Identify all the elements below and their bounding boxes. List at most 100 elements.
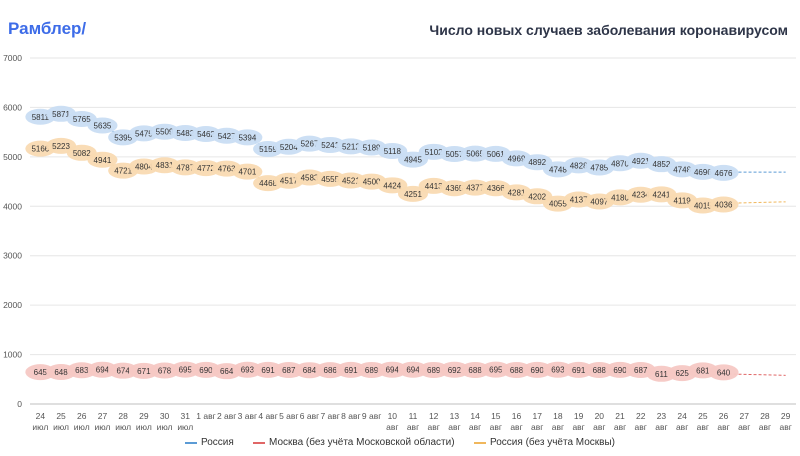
data-label: 5395 [114,133,132,142]
data-label: 5212 [342,142,360,151]
data-label: 693 [241,366,255,375]
x-tick-label: 12 [429,411,439,421]
data-label: 4137 [570,196,588,205]
data-label: 5118 [384,147,402,156]
x-tick-label: июл [95,422,111,432]
legend-swatch-moscow [253,441,265,444]
x-tick-label: авг [448,422,460,432]
x-tick-label: 15 [491,411,501,421]
data-label: 678 [158,366,172,375]
rambler-logo[interactable]: Рамблер/ [8,19,87,38]
data-label: 5427 [218,132,236,141]
data-label: 4180 [611,193,629,202]
data-label: 689 [365,366,379,375]
data-label: 5462 [197,130,215,139]
data-label: 687 [282,366,296,375]
data-label: 4804 [135,163,153,172]
x-tick-label: авг [572,422,584,432]
data-label: 5061 [487,150,505,159]
data-label: 4241 [653,190,671,199]
x-tick-label: авг [531,422,543,432]
x-tick-label: 16 [512,411,522,421]
data-label: 5241 [321,141,339,150]
data-label: 5166 [31,145,49,154]
data-label: 689 [427,366,441,375]
data-label: 5223 [52,142,70,151]
data-label: 695 [179,366,193,375]
data-label: 5394 [238,133,256,142]
data-label: 5475 [135,129,153,138]
y-tick-label: 6000 [3,102,22,112]
x-tick-label: 22 [636,411,646,421]
data-label: 683 [75,366,89,375]
data-label: 4281 [508,188,526,197]
x-tick-label: июл [53,422,69,432]
data-label: 4828 [570,161,588,170]
x-tick-label: 17 [532,411,542,421]
data-label: 694 [386,366,400,375]
data-label: 625 [675,369,689,378]
data-label-bubble [584,361,615,378]
data-label: 688 [593,366,607,375]
data-label: 5509 [156,128,174,137]
data-label-bubble [232,129,263,146]
x-tick-label: 31 [181,411,191,421]
data-label: 5057 [446,150,464,159]
x-tick-label: июл [74,422,90,432]
x-tick-label: 25 [698,411,708,421]
data-label-bubble [232,361,263,378]
data-label: 5102 [425,148,443,157]
data-label: 4424 [383,181,401,190]
data-label-bubble [439,361,470,378]
data-label-bubble [294,362,325,379]
data-label-bubble [542,361,573,378]
data-label: 4365 [446,184,464,193]
data-label: 4748 [549,165,567,174]
x-tick-label: 14 [470,411,480,421]
data-label: 5204 [280,143,298,152]
data-label: 4945 [404,156,422,165]
data-label: 688 [510,366,524,375]
legend-swatch-russia-no-moscow [474,441,486,444]
legend-item-russia-no-moscow: Россия (без учёта Москвы) [474,437,615,448]
data-label: 4097 [590,197,608,206]
data-label: 694 [406,366,420,375]
y-tick-label: 0 [17,399,22,409]
x-tick-label: 27 [98,411,108,421]
legend-swatch-russia [185,441,197,444]
data-label: 648 [54,368,68,377]
data-label: 692 [448,366,462,375]
x-tick-label: июл [32,422,48,432]
data-label: 4941 [94,156,112,165]
x-tick-label: авг [655,422,667,432]
data-label: 4251 [404,190,422,199]
x-tick-label: 5 авг [279,411,298,421]
data-label: 674 [116,367,130,376]
data-label: 4969 [508,154,526,163]
x-tick-label: авг [469,422,481,432]
data-label: 5871 [52,110,70,119]
x-tick-label: авг [697,422,709,432]
data-label-bubble [108,362,139,379]
data-label: 686 [324,366,338,375]
x-tick-label: 26 [719,411,729,421]
data-label: 5482 [176,129,194,138]
data-label: 4785 [590,163,608,172]
data-label: 4377 [466,184,484,193]
data-label: 4721 [114,167,132,176]
data-label-bubble [522,361,553,378]
data-label-bubble [708,364,739,381]
x-tick-label: авг [490,422,502,432]
x-tick-label: 29 [139,411,149,421]
legend-label-russia-no-moscow: Россия (без учёта Москвы) [490,437,616,448]
x-tick-label: 10 [388,411,398,421]
data-label: 5159 [259,145,277,154]
data-label: 4055 [549,200,567,209]
x-tick-label: авг [552,422,564,432]
data-label: 5189 [363,144,381,153]
legend-item-moscow: Москва (без учёта Московской области) [253,437,455,448]
x-tick-label: 7 авг [320,411,339,421]
chart-legend: Россия Москва (без учёта Московской обла… [0,437,800,451]
data-label: 4831 [156,161,174,170]
data-label: 671 [137,367,151,376]
